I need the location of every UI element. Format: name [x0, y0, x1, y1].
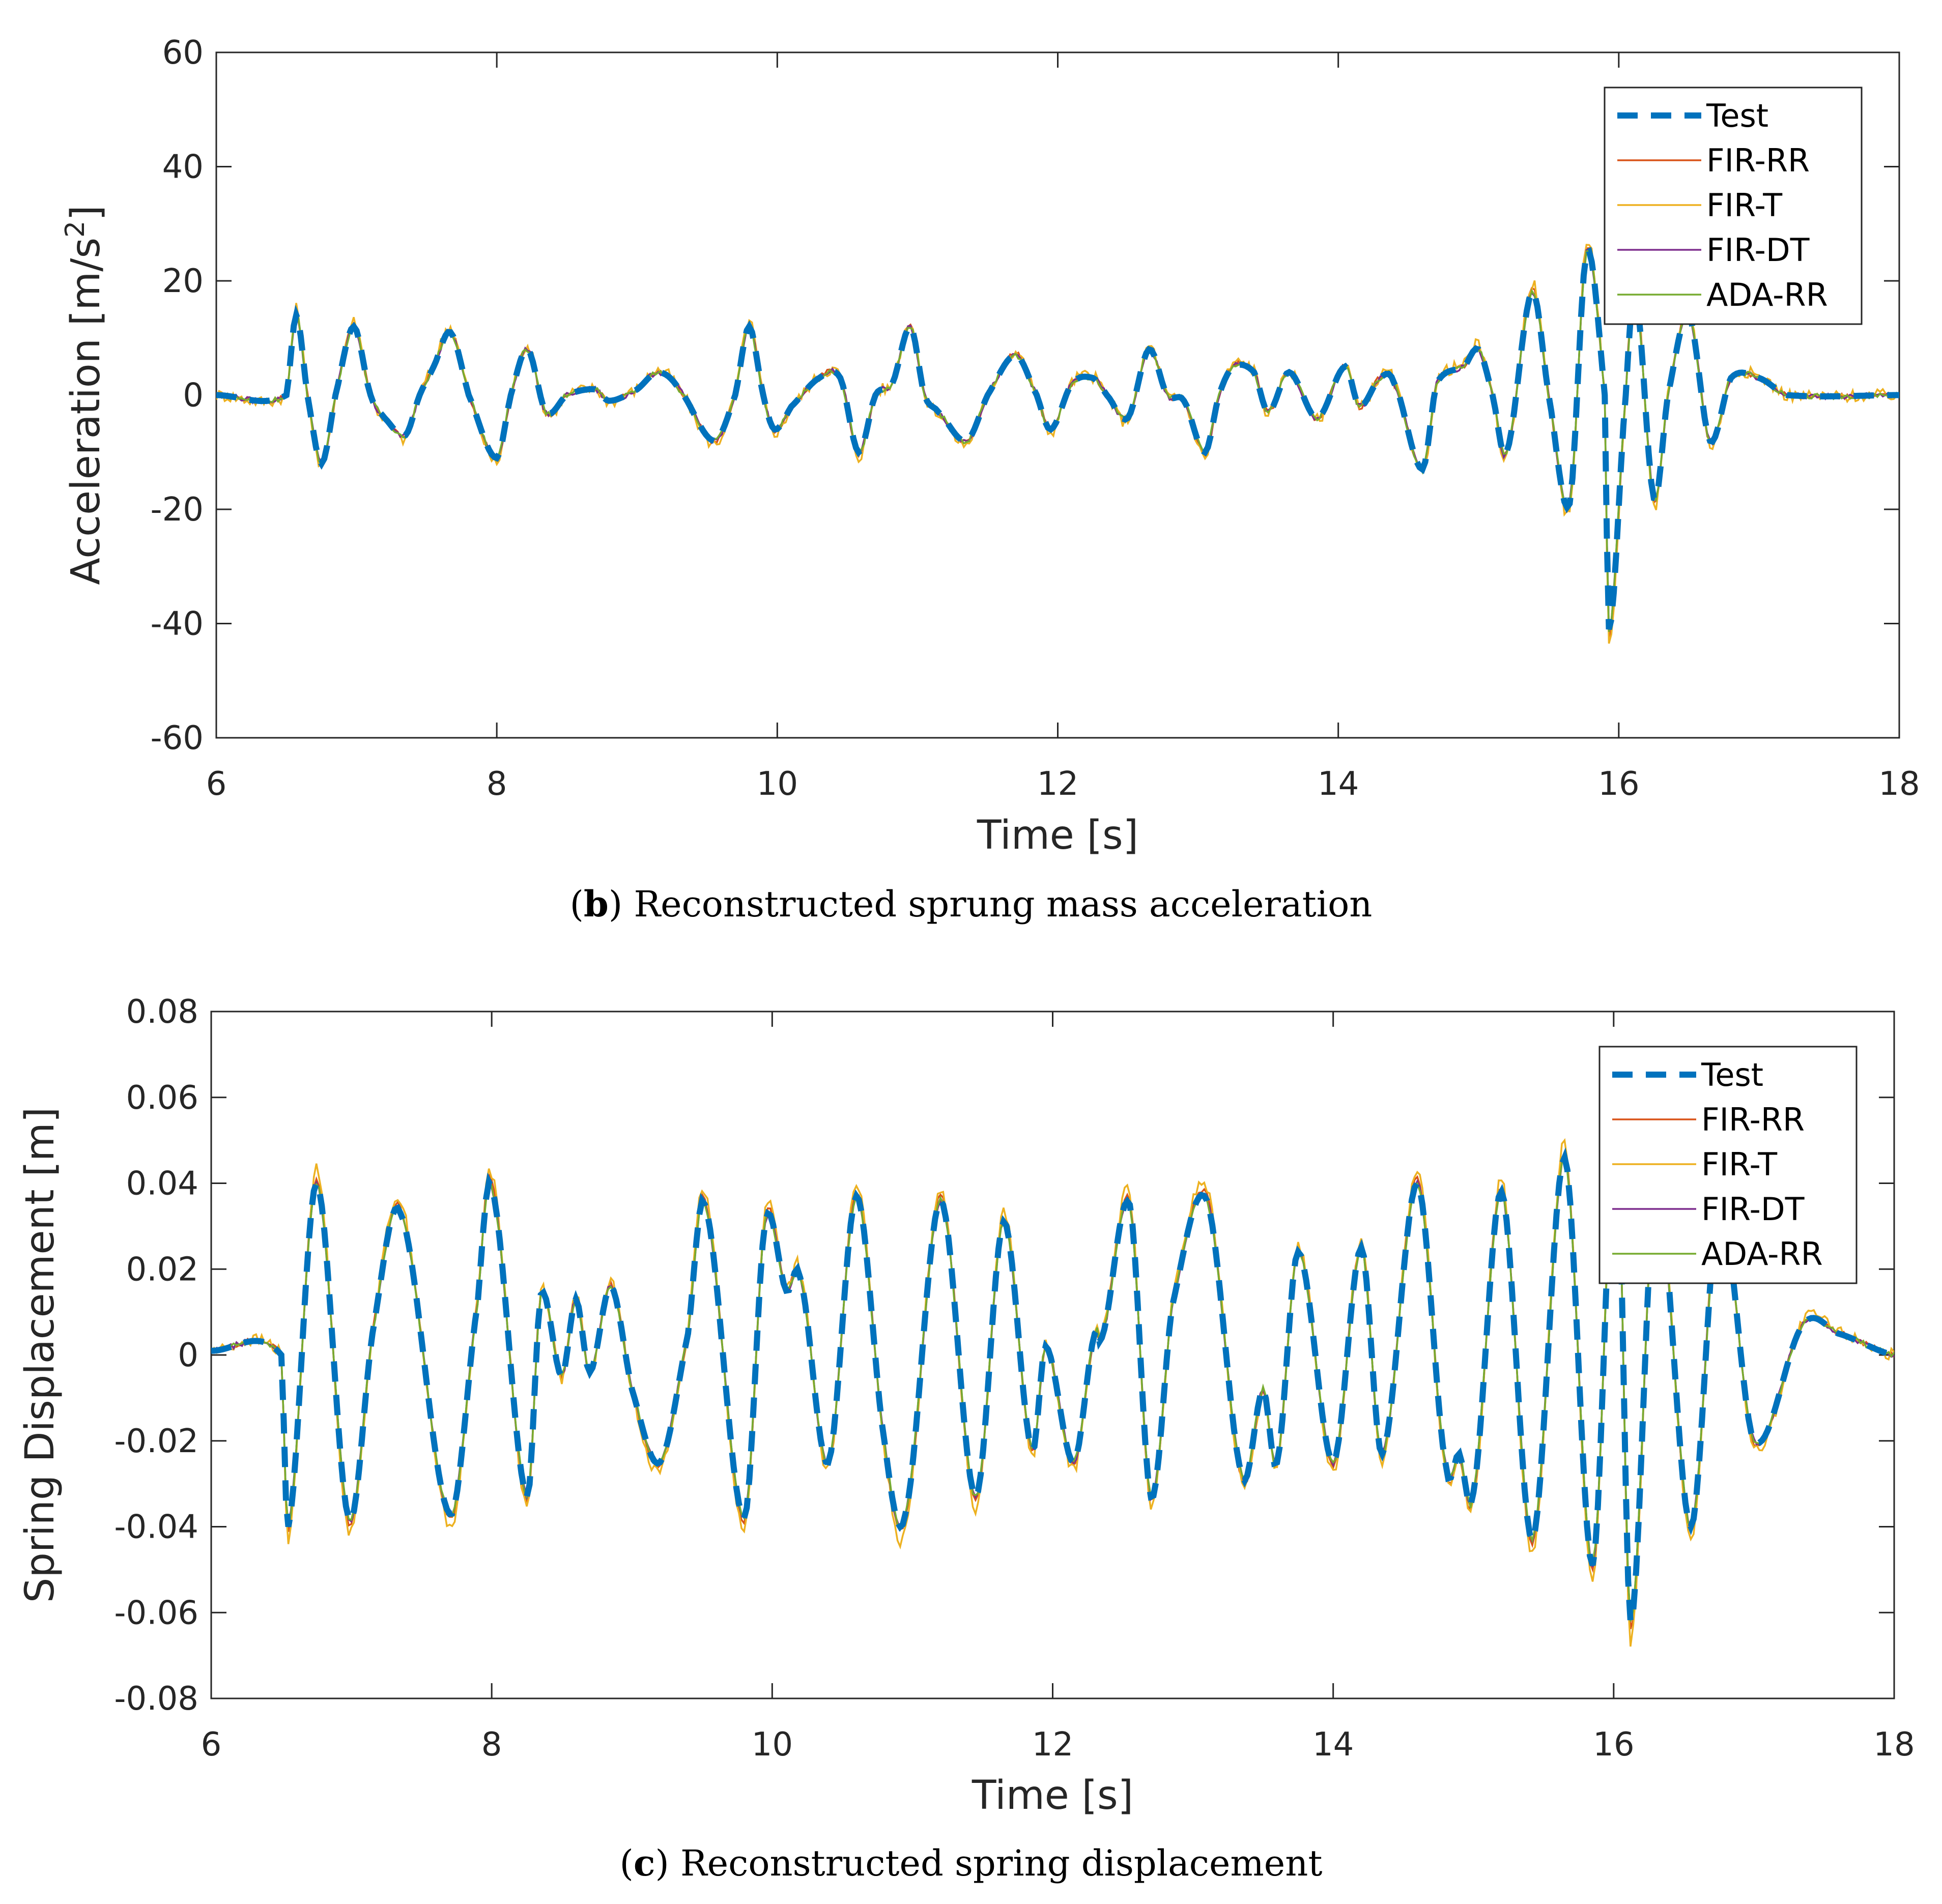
- legend-label-ada-rr: ADA-RR: [1706, 276, 1828, 313]
- y-tick-label: -0.02: [114, 1423, 198, 1460]
- legend-label-fir-t: FIR-T: [1706, 187, 1783, 224]
- x-tick-label: 12: [1032, 1726, 1073, 1764]
- x-tick-label: 8: [487, 765, 507, 803]
- chart-panel-c: 6 8 10 12 14 16 18 0.08 0.06 0.04 0.02 0 -0.02 -0.04 -…: [17, 993, 1915, 1819]
- x-axis-label: Time [s]: [972, 1773, 1133, 1819]
- caption-panel-c: (c) Reconstructed spring displacement: [619, 1842, 1323, 1884]
- y-tick-label: -60: [150, 719, 204, 757]
- y-tick-label: -40: [150, 605, 204, 643]
- y-tick-label: 0.06: [126, 1079, 199, 1117]
- y-axis-label: Acceleration [m/s2]: [60, 205, 109, 585]
- legend-label-test: Test: [1706, 97, 1768, 134]
- y-tick-label: -20: [150, 491, 204, 529]
- legend-label-fir-dt: FIR-DT: [1706, 232, 1810, 269]
- y-tick-label: -0.06: [114, 1594, 198, 1632]
- legend-label-fir-rr: FIR-RR: [1701, 1101, 1805, 1138]
- y-tick-label: 0: [178, 1337, 198, 1374]
- legend-label-fir-dt: FIR-DT: [1701, 1191, 1805, 1228]
- series-line-test: [216, 247, 1899, 630]
- x-tick-label: 6: [201, 1726, 222, 1764]
- legend-label-ada-rr: ADA-RR: [1701, 1235, 1823, 1273]
- x-tick-label: 16: [1593, 1726, 1634, 1764]
- caption-text-b: Reconstructed sprung mass acceleration: [634, 883, 1373, 925]
- y-tick-label: 40: [162, 149, 204, 186]
- y-tick-label: 60: [162, 34, 204, 72]
- legend-label-test: Test: [1701, 1056, 1763, 1093]
- legend-label-fir-t: FIR-T: [1701, 1146, 1778, 1183]
- caption-panel-b: (b) Reconstructed sprung mass accelerati…: [569, 883, 1373, 925]
- y-tick-label: 20: [162, 263, 204, 300]
- y-tick-label: 0.02: [126, 1251, 199, 1288]
- chart-panel-b: 6 8 10 12 14 16 18 60 40 20 0 -20 -40 -60 Time [s] Acce…: [60, 34, 1920, 858]
- y-tick-label: 0.04: [126, 1165, 199, 1203]
- x-tick-label: 14: [1318, 765, 1359, 803]
- y-tick-label: -0.08: [114, 1680, 198, 1718]
- x-tick-label: 18: [1873, 1726, 1915, 1764]
- legend-label-fir-rr: FIR-RR: [1706, 142, 1810, 179]
- legend: Test FIR-RR FIR-T FIR-DT ADA-RR: [1598, 1046, 1858, 1284]
- x-tick-label: 16: [1598, 765, 1639, 803]
- x-tick-label: 14: [1312, 1726, 1354, 1764]
- caption-letter-b: b: [583, 883, 609, 925]
- x-tick-label: 10: [752, 1726, 793, 1764]
- y-axis-label: Spring Displacement [m]: [17, 1107, 63, 1603]
- x-tick-label: 6: [206, 765, 227, 803]
- x-axis-label: Time [s]: [977, 813, 1138, 858]
- y-tick-label: 0: [183, 377, 204, 415]
- y-tick-label: -0.04: [114, 1509, 198, 1546]
- caption-letter-c: c: [633, 1842, 655, 1884]
- y-tick-label: 0.08: [126, 993, 199, 1031]
- legend: Test FIR-RR FIR-T FIR-DT ADA-RR: [1604, 86, 1863, 325]
- x-tick-label: 8: [481, 1726, 502, 1764]
- x-tick-label: 10: [757, 765, 798, 803]
- x-tick-label: 18: [1878, 765, 1920, 803]
- caption-text-c: Reconstructed spring displacement: [680, 1842, 1323, 1884]
- x-tick-label: 12: [1037, 765, 1078, 803]
